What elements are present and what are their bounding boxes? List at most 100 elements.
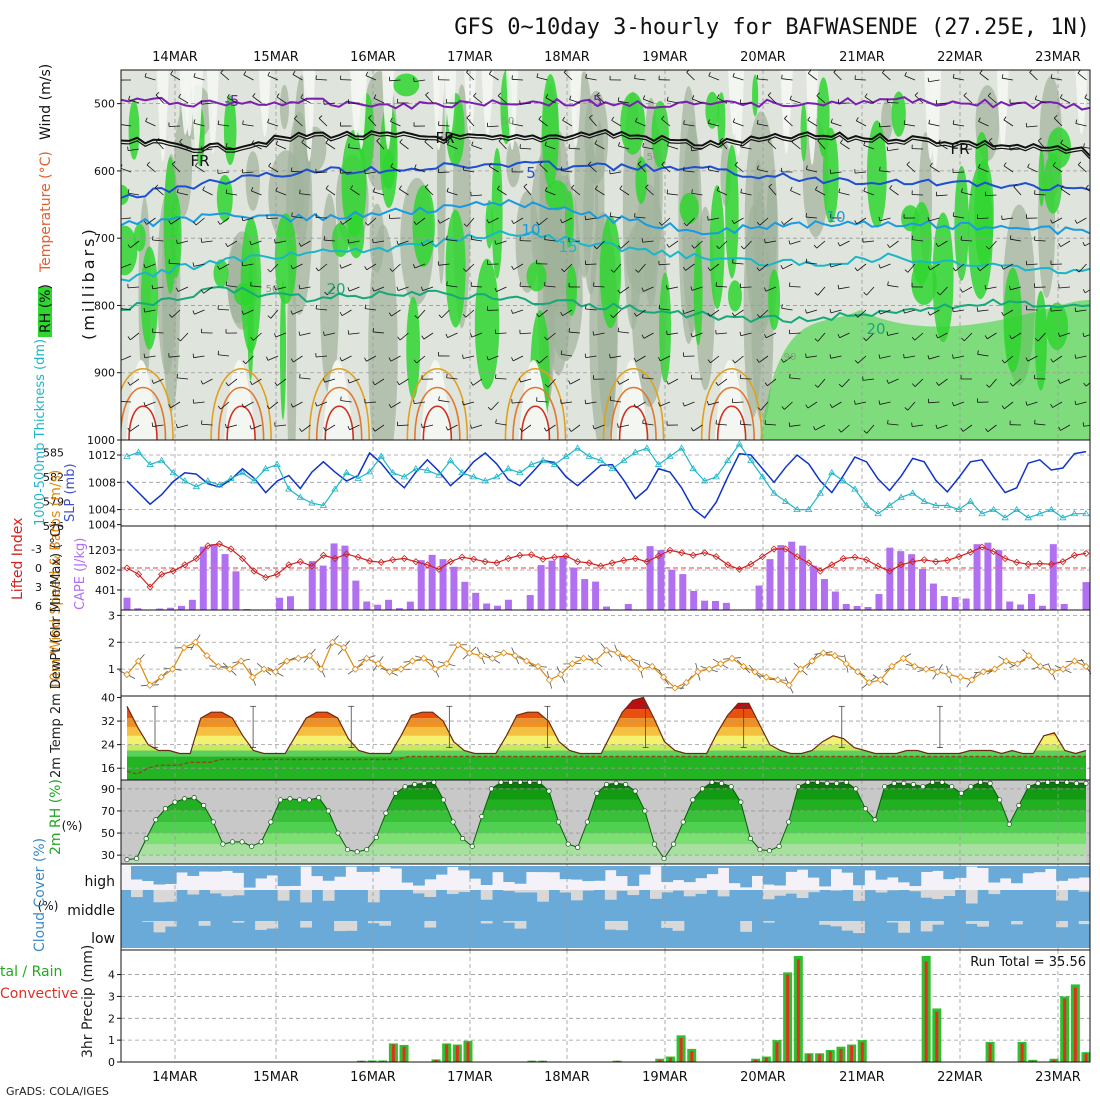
rh-green-patch bbox=[128, 100, 140, 160]
li-marker bbox=[747, 560, 755, 568]
temp-tick-label: 40 bbox=[101, 691, 115, 704]
date-label-bottom: 16MAR bbox=[350, 1070, 396, 1085]
cloud-gap-segment bbox=[446, 890, 459, 895]
wind-barb bbox=[155, 94, 164, 104]
wind-barb bbox=[717, 378, 728, 386]
wind-barb bbox=[880, 263, 891, 269]
date-label-top: 17MAR bbox=[447, 50, 493, 65]
wind-barb bbox=[170, 401, 181, 409]
wind-barb bbox=[340, 400, 352, 403]
wind-barb bbox=[276, 96, 287, 104]
cloud-gap-segment bbox=[898, 921, 910, 933]
wind-barb bbox=[589, 117, 597, 127]
wind-barb bbox=[643, 286, 654, 292]
cloud-gap-segment bbox=[875, 890, 888, 893]
wind-barb bbox=[708, 75, 720, 81]
wind-barb-flag bbox=[906, 161, 910, 165]
wind-barb bbox=[734, 355, 744, 364]
rh-marker bbox=[1073, 780, 1079, 786]
wind-barb-flag bbox=[988, 137, 993, 142]
wind-barb bbox=[465, 263, 475, 272]
wind-barb-flag bbox=[1082, 242, 1085, 246]
wind-barb bbox=[340, 171, 352, 174]
cloud-high-segment bbox=[683, 866, 696, 883]
wind-barb bbox=[201, 148, 213, 151]
cape-bar bbox=[1028, 594, 1036, 610]
cloud-gap-segment bbox=[131, 890, 143, 898]
cloud-high-segment bbox=[830, 866, 843, 870]
wind-barb bbox=[659, 401, 671, 407]
cape-bar bbox=[417, 560, 425, 610]
wind-barb bbox=[1052, 401, 1063, 408]
wind-barb-flag bbox=[339, 220, 343, 225]
wind-barb bbox=[807, 401, 818, 409]
cape-bar bbox=[788, 541, 796, 610]
li-marker bbox=[643, 558, 651, 566]
wind-barb bbox=[757, 78, 769, 81]
rh-marker bbox=[124, 857, 130, 863]
thickness-marker bbox=[1024, 514, 1032, 521]
wind-barb bbox=[397, 240, 409, 245]
thickness-marker bbox=[157, 456, 166, 463]
precip-convective-bar bbox=[1020, 1043, 1024, 1062]
cape-bar bbox=[341, 545, 349, 610]
li-marker bbox=[955, 553, 963, 561]
thickness-marker bbox=[666, 452, 674, 459]
wind-barb-flag bbox=[715, 382, 719, 386]
thickness-marker bbox=[192, 482, 201, 490]
wind-barb-flag bbox=[1003, 116, 1007, 121]
cloud-gap-segment bbox=[920, 921, 933, 932]
wind-speed-marker bbox=[945, 670, 953, 679]
wind-barb-flag bbox=[960, 427, 964, 432]
cloud-high-segment bbox=[932, 866, 944, 871]
wind-barb bbox=[569, 331, 581, 334]
rh-marker bbox=[766, 848, 773, 854]
wind-barb bbox=[988, 140, 997, 150]
wind-barb bbox=[376, 140, 385, 150]
contour-label: 90 bbox=[784, 352, 797, 363]
wind-barb bbox=[121, 167, 132, 173]
thickness-marker bbox=[285, 485, 293, 492]
wind-barb-flag bbox=[927, 266, 931, 271]
wind-barb-flag bbox=[176, 188, 179, 193]
rh-marker bbox=[862, 806, 868, 812]
cloud-high-segment bbox=[774, 866, 786, 886]
li-marker bbox=[1047, 560, 1055, 568]
thickness-marker bbox=[585, 452, 593, 459]
wind-barb bbox=[251, 143, 262, 150]
wind-barb-flag bbox=[388, 404, 392, 408]
precip-convective-bar bbox=[615, 1060, 619, 1062]
cloud-gap-segment bbox=[571, 890, 583, 901]
wind-speed-marker bbox=[351, 665, 359, 673]
wind-speed-marker bbox=[134, 657, 142, 665]
wind-barb bbox=[569, 99, 581, 104]
rh-marker bbox=[910, 781, 916, 787]
li-marker bbox=[574, 558, 582, 566]
cape-tick-label: 401 bbox=[95, 584, 116, 597]
wind-barb bbox=[759, 309, 769, 318]
li-marker bbox=[793, 553, 801, 561]
wind-barb-flag bbox=[438, 396, 440, 401]
thickness-tick-label: 585 bbox=[43, 446, 64, 459]
wind-barb bbox=[275, 144, 287, 150]
wind-barb bbox=[512, 401, 524, 404]
cape-bar bbox=[657, 550, 665, 610]
wind-barb-flag bbox=[1083, 382, 1087, 387]
slp-tick-label: 1004 bbox=[88, 504, 116, 517]
rh-marker bbox=[776, 843, 782, 849]
wind-barb bbox=[638, 263, 646, 273]
wind-barb-flag bbox=[446, 235, 448, 240]
li-marker bbox=[886, 567, 894, 575]
wind-barb bbox=[270, 263, 279, 273]
cloud-gap-segment bbox=[424, 890, 437, 897]
wind-barb-flag bbox=[151, 284, 154, 289]
dewpoint-line bbox=[126, 755, 1086, 775]
wind-barb-flag bbox=[1075, 268, 1080, 273]
surface-warm-contour bbox=[610, 386, 657, 440]
wind-barb bbox=[373, 286, 385, 292]
wind-speed-marker bbox=[363, 654, 371, 662]
date-label-bottom: 19MAR bbox=[642, 1070, 688, 1085]
wind-barb bbox=[1026, 263, 1038, 266]
wind-barb-flag bbox=[767, 138, 772, 142]
